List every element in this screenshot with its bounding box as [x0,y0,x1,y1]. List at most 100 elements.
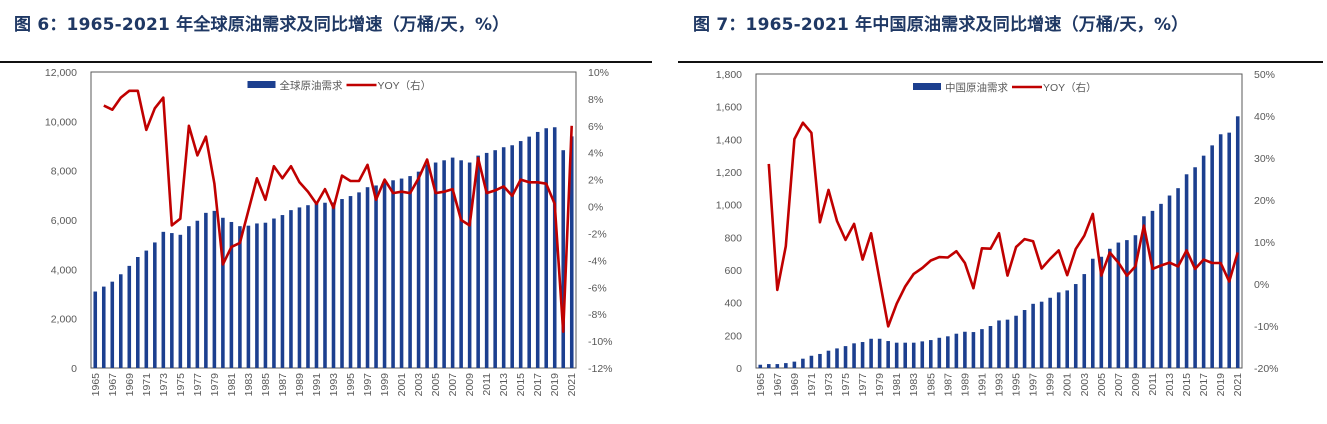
y-left-tick-label: 1,000 [716,200,742,212]
bar-2017 [1201,155,1206,368]
x-tick-label: 1993 [994,373,1006,397]
bar-1977 [860,342,865,368]
bar-1986 [272,218,276,368]
chart-title-china: 图 7：1965-2021 年中国原油需求及同比增速（万桶/天，%） [693,15,1189,35]
bar-1983 [911,342,916,368]
x-tick-label: 2011 [481,373,493,396]
y-right-tick-label: 2% [588,175,603,187]
y-left-tick-label: 10,000 [45,116,77,128]
bar-1984 [255,223,259,368]
bar-2002 [408,176,412,368]
bar-2002 [1073,284,1078,368]
bar-1981 [894,342,899,368]
bar-1970 [801,358,805,368]
bar-1973 [161,231,166,368]
bar-1996 [1022,310,1027,368]
y-right-tick-label: 50% [1254,69,1275,81]
bar-1982 [903,342,908,368]
bar-2017 [535,131,540,368]
x-tick-label: 1967 [107,373,119,397]
x-tick-label: 2005 [430,373,442,397]
x-tick-label: 1979 [874,373,886,397]
bar-2019 [1218,134,1223,368]
bar-1994 [340,199,344,368]
bar-2019 [552,127,557,369]
bar-1977 [195,220,200,368]
chart-1: 0 200 400 600 800 1,000 1,200 1,400 1,600 1,800 -2… [716,69,1279,396]
bar-2014 [1176,188,1180,368]
bar-2005 [433,162,438,368]
bar-1990 [971,332,976,368]
bar-1998 [374,185,378,368]
y-left-tick-label: 1,800 [716,69,742,81]
bar-2020 [561,150,566,368]
y-left-tick-label: 0 [736,363,742,375]
bar-2006 [1108,248,1112,368]
legend-bar-swatch [247,81,276,88]
x-tick-label: 1987 [942,373,954,397]
bar-2005 [1099,256,1104,368]
bar-2014 [510,145,514,368]
bar-1983 [246,225,251,368]
bar-1969 [127,265,132,368]
x-tick-label: 1999 [1045,373,1057,397]
bar-1966 [766,364,771,368]
bar-1991 [314,202,319,368]
x-tick-label: 1983 [908,373,920,397]
bar-2015 [518,141,523,368]
y-left-tick-label: 800 [724,232,742,244]
y-right-tick-label: 20% [1254,195,1275,207]
bar-1995 [348,196,353,368]
x-tick-label: 1989 [294,373,306,397]
bar-1974 [835,348,839,368]
bar-1994 [1005,319,1010,368]
legend-line-label: YOY（右） [1043,81,1097,94]
bar-2008 [459,160,463,368]
bar-2004 [425,164,429,368]
y-left-tick-label: 8,000 [51,166,77,178]
x-tick-label: 1965 [90,373,102,397]
legend-bar-swatch [913,83,941,90]
y-left-tick-label: 4,000 [51,264,77,276]
bar-2000 [391,180,395,368]
bar-2010 [476,155,480,368]
bar-1968 [118,274,123,368]
bar-2007 [450,157,455,368]
bar-1989 [297,207,302,368]
chart-0: 0 2,000 4,000 6,000 8,000 10,000 12,000 -12% -10… [45,67,613,396]
x-tick-label: 1993 [328,373,340,397]
bar-1996 [357,192,361,368]
bar-1997 [1031,303,1035,368]
bar-1985 [263,222,268,368]
bar-1988 [954,333,959,368]
x-tick-label: 2003 [413,373,425,397]
y-right-tick-label: -6% [588,282,607,294]
x-tick-label: 1971 [806,373,818,397]
x-tick-label: 2017 [1198,373,1210,397]
bar-1969 [792,361,797,368]
bar-1985 [928,340,933,368]
title-divider [0,61,652,63]
bar-1970 [136,257,140,368]
bar-1973 [826,350,831,368]
x-tick-label: 2003 [1079,373,1091,397]
bar-1999 [1048,297,1052,368]
y-right-tick-label: -10% [588,336,613,348]
bar-1979 [212,210,217,368]
y-right-tick-label: 10% [588,67,609,79]
y-right-tick-label: 8% [588,94,603,106]
bar-1978 [869,338,873,368]
bar-1967 [110,281,115,368]
bar-1986 [937,337,942,368]
bar-2000 [1056,292,1061,368]
x-tick-label: 1997 [362,373,374,397]
bar-2003 [416,171,421,368]
y-right-tick-label: 30% [1254,153,1275,165]
y-left-tick-label: 600 [724,265,742,277]
y-left-tick-label: 1,600 [716,102,742,114]
bar-2013 [1167,195,1172,368]
bar-1966 [101,286,106,368]
bar-2003 [1082,274,1087,368]
bar-1984 [920,341,925,368]
bar-1979 [877,338,882,368]
